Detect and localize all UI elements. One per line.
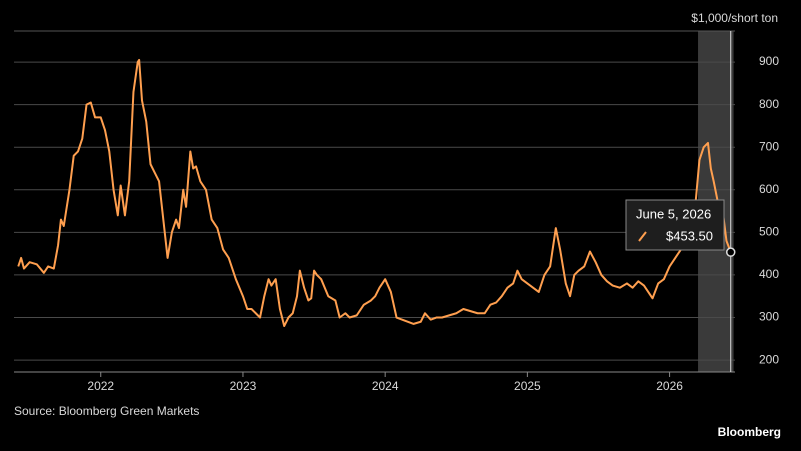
tooltip-swatch — [638, 231, 647, 242]
y-tick-label: 600 — [759, 182, 779, 196]
y-tick-label: 200 — [759, 352, 779, 366]
y-tick-label: 700 — [759, 139, 779, 153]
tooltip-date: June 5, 2026 — [636, 206, 711, 221]
y-tick-label: 300 — [759, 310, 779, 324]
cursor-point — [725, 247, 736, 257]
y-tick-label: 800 — [759, 97, 779, 111]
tooltip-box — [625, 199, 725, 251]
x-tick-label: 2022 — [87, 379, 114, 393]
unit-label: $1,000/short ton — [691, 11, 778, 25]
x-tick-label: 2026 — [656, 379, 683, 393]
source: Source: Bloomberg Green Markets — [14, 404, 199, 418]
price-line — [17, 58, 732, 328]
tooltip: June 5, 2026 $453.50 — [625, 199, 725, 251]
x-tick-label: 2024 — [372, 379, 399, 393]
x-tick-label: 2023 — [230, 379, 257, 393]
brand: Bloomberg — [718, 425, 781, 439]
y-tick-label: 500 — [759, 225, 779, 239]
x-tick-label: 2025 — [514, 379, 541, 393]
y-tick-label: 400 — [759, 267, 779, 281]
tooltip-value: $453.50 — [666, 228, 713, 243]
y-tick-label: 900 — [759, 54, 779, 68]
